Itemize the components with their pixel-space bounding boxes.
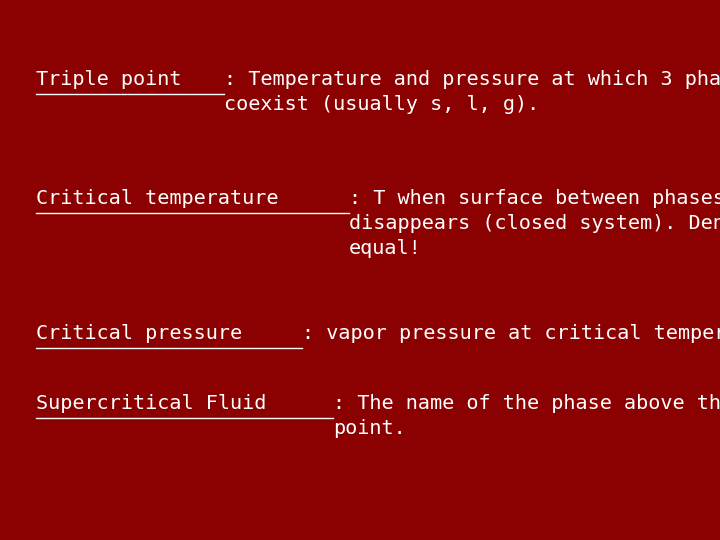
Text: Supercritical Fluid: Supercritical Fluid <box>36 394 266 413</box>
Text: : T when surface between phases
disappears (closed system). Density of (l) and (: : T when surface between phases disappea… <box>349 189 720 258</box>
Text: : The name of the phase above the critical
point.: : The name of the phase above the critic… <box>333 394 720 438</box>
Text: : Temperature and pressure at which 3 phases
coexist (usually s, l, g).: : Temperature and pressure at which 3 ph… <box>224 70 720 114</box>
Text: : vapor pressure at critical temperature.: : vapor pressure at critical temperature… <box>302 324 720 343</box>
Text: Critical pressure: Critical pressure <box>36 324 242 343</box>
Text: Triple point: Triple point <box>36 70 181 89</box>
Text: Critical temperature: Critical temperature <box>36 189 279 208</box>
